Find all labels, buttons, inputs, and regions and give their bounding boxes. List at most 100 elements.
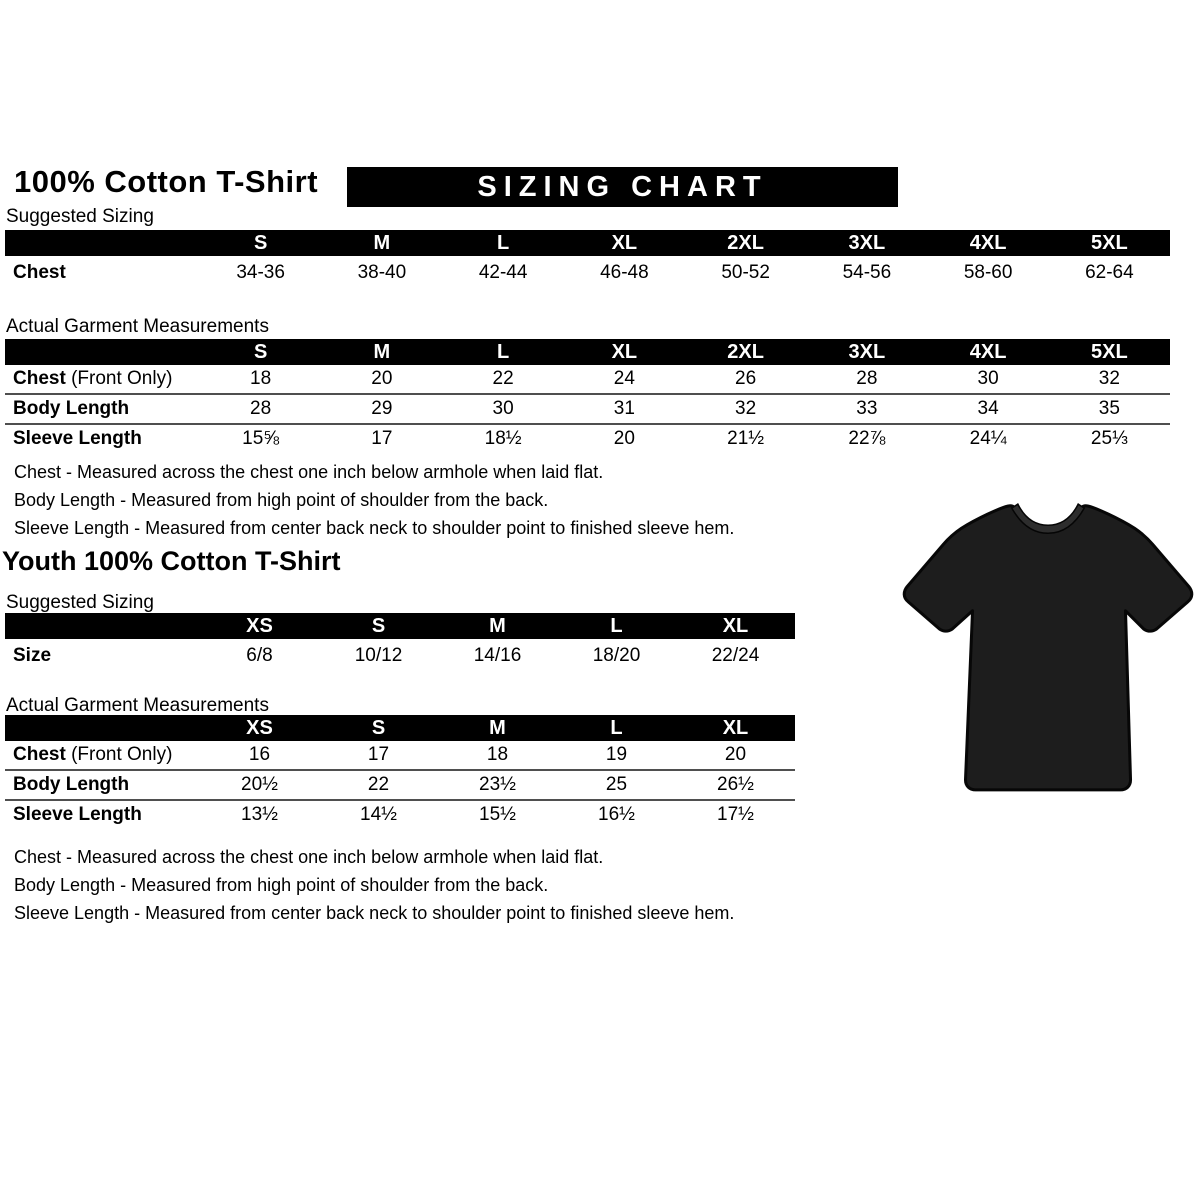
column-header: XS xyxy=(200,613,319,639)
adult-measurements-table: S M L XL 2XL 3XL 4XL 5XL Chest (Front On… xyxy=(5,339,1170,453)
table-row: Chest (Front Only) 16 17 18 19 20 xyxy=(5,741,795,770)
column-header: 3XL xyxy=(806,230,928,256)
note-line: Sleeve Length - Measured from center bac… xyxy=(14,903,735,923)
note-line: Body Length - Measured from high point o… xyxy=(14,875,549,895)
note-line: Chest - Measured across the chest one in… xyxy=(14,462,604,482)
header-spacer xyxy=(5,230,200,256)
table-row: Chest (Front Only) 18 20 22 24 26 28 30 … xyxy=(5,365,1170,394)
row-label: Body Length xyxy=(5,393,200,424)
adult-suggested-sizing-label: Suggested Sizing xyxy=(6,206,154,227)
table-header-row: XS S M L XL xyxy=(5,613,795,639)
cell: 24 xyxy=(613,368,635,389)
column-header: M xyxy=(438,715,557,741)
column-header: S xyxy=(319,613,438,639)
cell: 19 xyxy=(605,744,628,765)
column-header: L xyxy=(442,339,564,365)
row-label: Chest xyxy=(13,262,66,283)
column-header: 2XL xyxy=(685,339,807,365)
column-header: 2XL xyxy=(685,230,807,256)
cell: 20 xyxy=(371,368,393,389)
cell: 28 xyxy=(200,393,322,424)
sizing-chart-banner: SIZING CHART xyxy=(347,167,898,207)
cell: 20 xyxy=(724,744,747,765)
column-header: L xyxy=(442,230,564,256)
note-line: Body Length - Measured from high point o… xyxy=(14,490,549,510)
cell: 16 xyxy=(248,744,271,765)
cell: 22 xyxy=(319,769,438,800)
cell: 18 xyxy=(486,744,509,765)
cell: 18 xyxy=(250,368,272,389)
cell: 21½ xyxy=(685,423,807,453)
row-label: Body Length xyxy=(5,769,200,800)
column-header: 3XL xyxy=(806,339,928,365)
column-header: 5XL xyxy=(1048,339,1170,365)
column-header: XS xyxy=(200,715,319,741)
cell: 18/20 xyxy=(592,645,641,666)
youth-suggested-sizing-table: XS S M L XL Size 6/8 10/12 14/16 18/20 2… xyxy=(5,613,795,673)
table-row: Sleeve Length 15⅝ 17 18½ 20 21½ 22⅞ 24¼ … xyxy=(5,423,1170,453)
row-label: Sleeve Length xyxy=(5,423,200,453)
cell: 25 xyxy=(557,769,676,800)
cell: 31 xyxy=(563,393,685,424)
cell: 14/16 xyxy=(473,645,522,666)
cell: 22/24 xyxy=(711,645,760,666)
cell: 23½ xyxy=(438,769,557,800)
t-shirt-image xyxy=(902,503,1194,792)
column-header: L xyxy=(557,613,676,639)
row-label: Chest (Front Only) xyxy=(13,744,173,765)
note-line: Chest - Measured across the chest one in… xyxy=(14,847,604,867)
cell: 28 xyxy=(856,368,878,389)
cell: 38-40 xyxy=(357,262,407,283)
header-spacer xyxy=(5,339,200,365)
cell: 20½ xyxy=(200,769,319,800)
cell: 35 xyxy=(1048,393,1170,424)
banner-text: SIZING CHART xyxy=(477,170,768,203)
youth-measurements-label: Actual Garment Measurements xyxy=(6,695,269,716)
row-label: Sleeve Length xyxy=(5,799,200,829)
table-row: Body Length 28 29 30 31 32 33 34 35 xyxy=(5,393,1170,424)
cell: 20 xyxy=(563,423,685,453)
column-header: XL xyxy=(676,613,795,639)
column-header: XL xyxy=(563,230,685,256)
cell: 17½ xyxy=(676,799,795,829)
cell: 30 xyxy=(442,393,564,424)
cell: 34-36 xyxy=(236,262,285,283)
column-header: S xyxy=(200,230,322,256)
table-row: Body Length 20½ 22 23½ 25 26½ xyxy=(5,769,795,800)
cell: 16½ xyxy=(557,799,676,829)
youth-title: Youth 100% Cotton T-Shirt xyxy=(2,546,341,576)
youth-measurements-table: XS S M L XL Chest (Front Only) 16 17 18 … xyxy=(5,715,795,829)
cell: 26½ xyxy=(676,769,795,800)
column-header: M xyxy=(321,230,443,256)
header-spacer xyxy=(5,715,200,741)
column-header: S xyxy=(319,715,438,741)
table-header-row: S M L XL 2XL 3XL 4XL 5XL xyxy=(5,230,1170,256)
cell: 6/8 xyxy=(246,645,273,666)
column-header: 4XL xyxy=(927,230,1049,256)
cell: 24¼ xyxy=(927,423,1049,453)
cell: 54-56 xyxy=(842,262,892,283)
cell: 14½ xyxy=(319,799,438,829)
column-header: M xyxy=(438,613,557,639)
cell: 10/12 xyxy=(354,645,403,666)
youth-suggested-sizing-label: Suggested Sizing xyxy=(6,592,154,613)
cell: 22⅞ xyxy=(806,423,928,453)
cell: 46-48 xyxy=(600,262,649,283)
cell: 30 xyxy=(977,368,999,389)
column-header: 4XL xyxy=(927,339,1049,365)
cell: 18½ xyxy=(442,423,564,453)
cell: 50-52 xyxy=(721,262,770,283)
cell: 58-60 xyxy=(963,262,1013,283)
column-header: L xyxy=(557,715,676,741)
adult-suggested-sizing-table: S M L XL 2XL 3XL 4XL 5XL Chest 34-36 38-… xyxy=(5,230,1170,290)
note-line: Sleeve Length - Measured from center bac… xyxy=(14,518,735,538)
t-shirt-body xyxy=(902,504,1194,792)
page-title: 100% Cotton T-Shirt xyxy=(14,164,319,199)
row-label: Chest (Front Only) xyxy=(13,368,173,389)
row-label: Size xyxy=(13,645,52,666)
cell: 32 xyxy=(685,393,807,424)
column-header: S xyxy=(200,339,322,365)
cell: 22 xyxy=(492,368,514,389)
column-header: XL xyxy=(563,339,685,365)
cell: 32 xyxy=(1098,368,1120,389)
